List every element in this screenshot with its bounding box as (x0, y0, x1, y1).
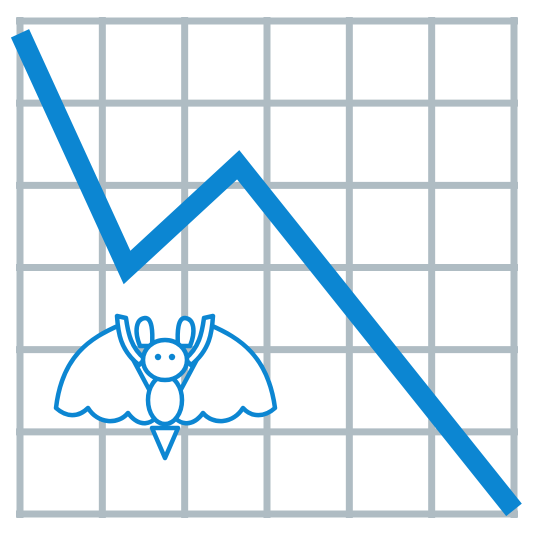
bat-tail (149, 425, 181, 461)
bat-right-ear (175, 315, 196, 349)
bat-wing-left (53, 322, 163, 426)
bat-left-eye (154, 353, 162, 361)
bat-body (145, 373, 185, 427)
bat-head (140, 337, 190, 383)
bat-left-ear (134, 315, 155, 349)
bat-icon (53, 313, 278, 461)
bat-right-eye (168, 353, 176, 361)
bat-wing-right (167, 322, 278, 426)
chart-grid (16, 17, 518, 518)
declining-trend-line (10, 29, 522, 517)
